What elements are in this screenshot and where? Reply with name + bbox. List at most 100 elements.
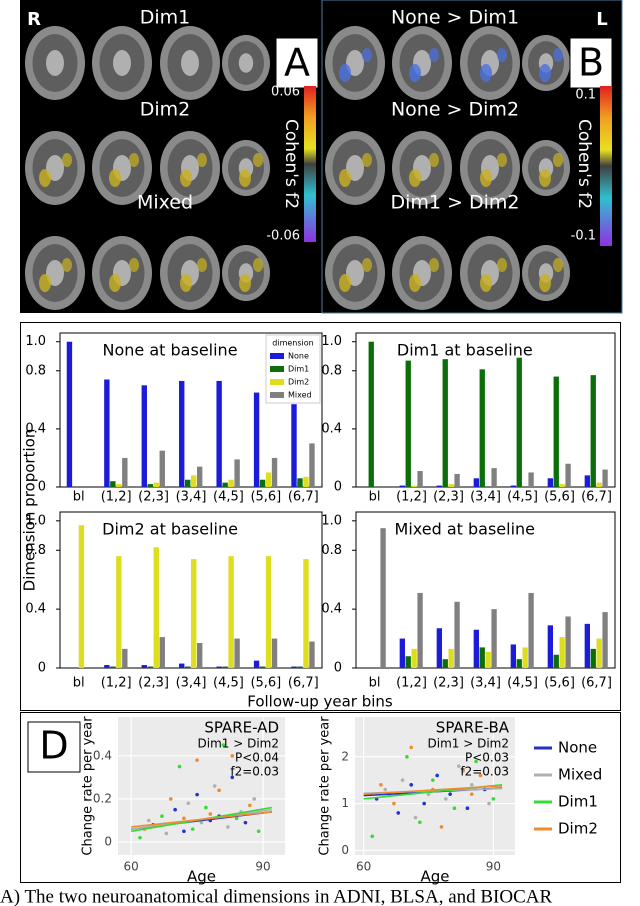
bar [66,341,73,487]
legend-label: Mixed [288,391,312,400]
x-tick-label: (6,7] [581,676,612,691]
x-tick-label: (2,3] [138,676,169,691]
y-tick-label: 1.0 [321,513,342,528]
x-tick-label: bl [73,490,85,505]
bar [116,484,122,487]
point [221,743,226,747]
x-tick-label: bl [369,490,381,505]
bar [110,666,116,668]
brain-core [181,50,199,76]
bar [185,666,191,668]
x-tick-label: bl [73,676,85,691]
bar [399,485,405,487]
point [444,797,448,801]
effect-blob [197,153,207,167]
legend-label: Mixed [558,766,602,784]
bar [185,479,191,487]
point [195,792,199,797]
point [396,811,401,815]
effect-blob [409,64,421,82]
x-tick-label: 60 [356,860,371,874]
bar [510,644,516,668]
legend-swatch [270,366,284,372]
point [230,775,235,780]
bar [590,648,596,668]
effect-blob [539,64,551,82]
x-tick-label: 90 [486,860,501,874]
bar [159,450,165,487]
bar [602,469,608,487]
row-label: None > Dim2 [391,99,519,121]
row-label: Dim1 > Dim2 [390,192,519,214]
bar [291,666,297,668]
legend-swatch [270,353,284,359]
y-tick-label: 0.8 [25,363,46,378]
x-tick-label: (1,2] [101,490,132,505]
bar [234,459,240,487]
y-axis-label: Dimension proportion [21,429,39,592]
point [195,758,199,762]
effect-blob [180,169,192,187]
bar [303,559,309,668]
point [426,792,431,796]
bar [297,478,303,487]
effect-blob [109,274,121,292]
effect-blob [109,169,121,187]
annotation: Dim1 > Dim2 [198,737,279,751]
x-tick-label: (1,2] [396,676,427,691]
effect-blob [429,153,439,167]
panel-letter: B [578,41,604,85]
x-axis-label: Age [420,868,449,886]
chart-title: None at baseline [103,341,238,360]
bar [78,525,85,668]
bar [602,612,608,668]
bar [179,663,185,668]
x-tick-label: (1,2] [396,490,427,505]
bar [196,466,203,487]
bar [228,479,234,487]
effect-blob [362,153,372,167]
x-tick-label: bl [369,676,381,691]
bar [417,592,423,668]
x-tick-label: (4,5] [213,490,244,505]
point [146,818,151,823]
point [392,801,396,806]
legend-label: None [558,739,597,757]
point [190,827,195,831]
bar [147,484,153,487]
colorbar [304,86,316,242]
effect-blob [39,274,51,292]
bar [491,609,497,668]
effect-blob [409,274,421,292]
legend-title: dimension [272,339,313,348]
brain-core [46,50,64,76]
effect-blob [197,258,207,272]
bar [191,559,197,668]
point [431,778,435,782]
panel-c-frame [20,322,621,711]
bar [405,360,411,487]
bar [553,654,559,668]
fit-line [131,811,272,828]
effect-blob [129,258,139,272]
bar [253,660,260,668]
bar [411,485,417,487]
bar [309,641,315,668]
point [160,814,164,818]
colorbar-label: Cohen's f2 [574,119,594,209]
y-tick-label: 0.4 [321,421,342,436]
bar [303,476,309,487]
y-tick-label: 1 [341,796,349,810]
point [164,831,169,836]
effect-blob [362,258,372,272]
point [452,806,457,811]
point [469,792,474,796]
bar [454,601,460,668]
legend-label: Dim1 [558,793,598,811]
bar [141,385,147,487]
bar [417,471,423,487]
plot-frame [355,332,616,488]
bar [442,359,448,487]
